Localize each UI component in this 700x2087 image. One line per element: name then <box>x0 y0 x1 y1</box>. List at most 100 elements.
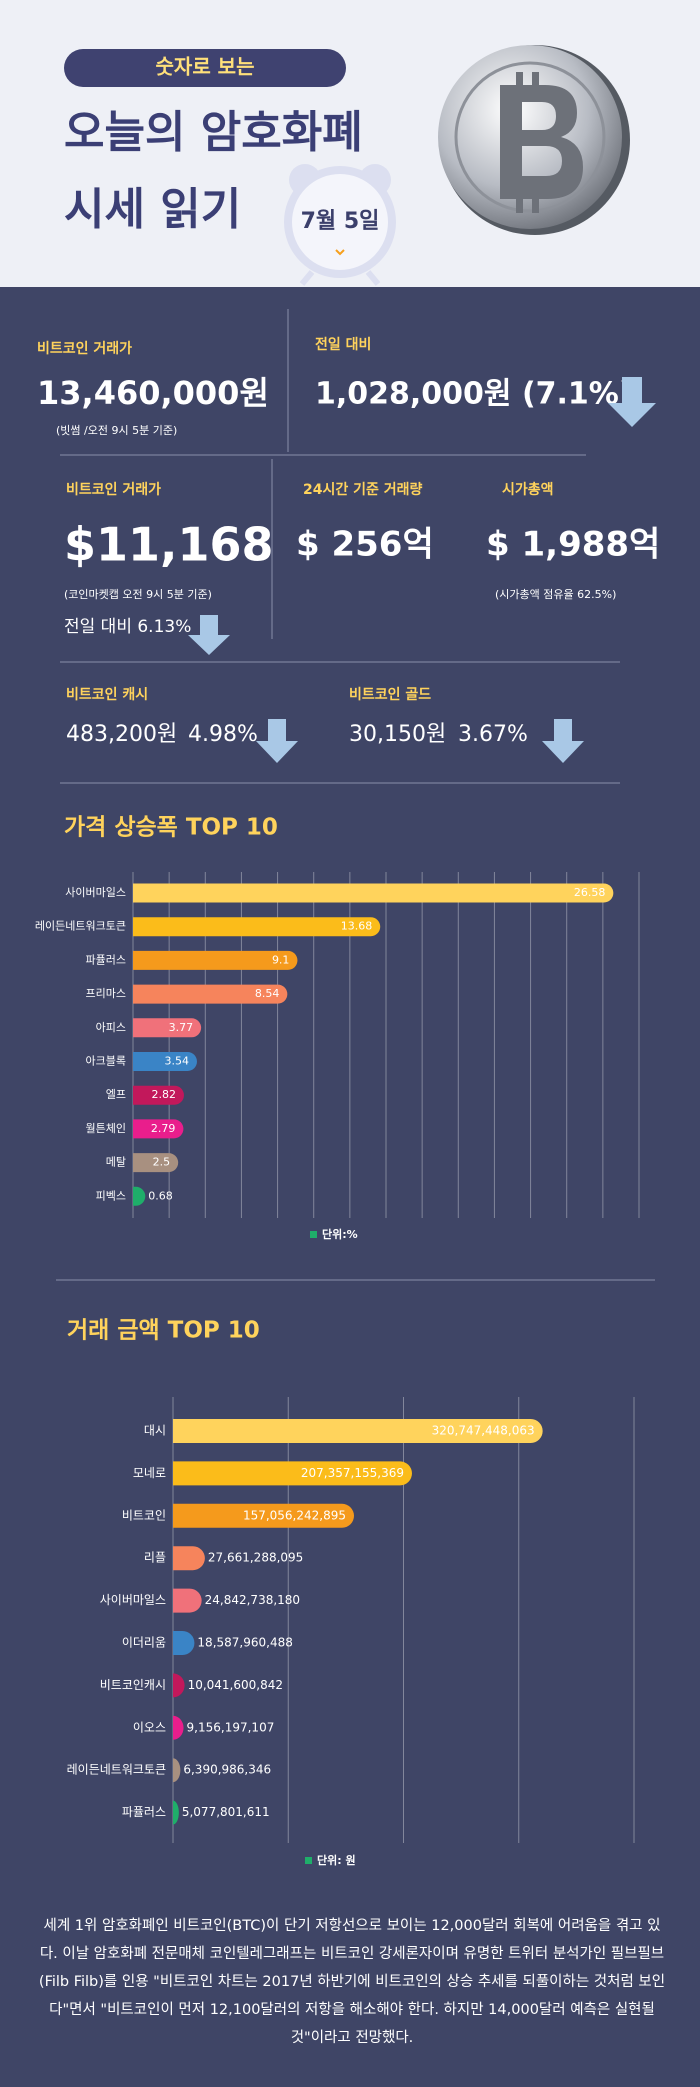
stat-label: 시가총액 <box>502 481 554 498</box>
bar <box>133 1052 197 1071</box>
category-label: 피벡스 <box>96 1189 126 1202</box>
article: 세계 1위 암호화폐인 비트코인(BTC)이 단기 저항선으로 보이는 12,0… <box>38 1918 666 2046</box>
stat-label: 전일 대비 <box>315 336 371 353</box>
stat-value: 1,028,000원 (7.1%) <box>315 377 633 412</box>
bar <box>173 1673 185 1698</box>
value-label: 27,661,288,095 <box>208 1551 303 1565</box>
stat-value: 483,200원 <box>66 722 177 747</box>
bar <box>133 1018 202 1038</box>
category-label: 파퓰러스 <box>86 953 126 966</box>
category-label: 아피스 <box>96 1021 126 1034</box>
category-label: 모네로 <box>133 1466 166 1480</box>
value-label: 3.77 <box>169 1021 194 1034</box>
value-label: 18,587,960,488 <box>197 1636 292 1650</box>
category-label: 메탈 <box>106 1156 126 1169</box>
stat-value: 30,150원 <box>349 722 446 747</box>
bar <box>173 1800 179 1825</box>
bar <box>133 950 298 970</box>
bar <box>173 1631 195 1655</box>
legend-swatch <box>305 1857 312 1864</box>
bar <box>133 883 614 903</box>
stat-value: $ 256억 <box>296 525 434 565</box>
panel-bg <box>0 287 700 2087</box>
coin <box>438 45 630 235</box>
value-label: 26.58 <box>574 886 606 899</box>
stat-change: 전일 대비 6.13% <box>64 617 191 637</box>
value-label: 9.1 <box>272 953 290 966</box>
value-label: 157,056,242,895 <box>243 1508 346 1522</box>
category-label: 프리마스 <box>86 987 126 1000</box>
bar <box>133 984 288 1004</box>
legend: 단위:% <box>322 1227 358 1241</box>
stat-label: 비트코인 캐시 <box>66 686 148 703</box>
stat-value: 13,460,000원 <box>37 374 269 412</box>
stat-change: 4.98% <box>188 722 258 747</box>
value-label: 2.82 <box>151 1088 176 1101</box>
value-label: 8.54 <box>255 987 280 1000</box>
value-label: 0.68 <box>148 1189 173 1202</box>
tag: 숫자로 보는 <box>156 55 255 79</box>
value-label: 10,041,600,842 <box>188 1678 283 1692</box>
stat-value: $11,168 <box>64 518 274 572</box>
bar <box>133 917 381 937</box>
stat-change: 3.67% <box>458 722 528 747</box>
bar <box>133 1153 179 1173</box>
category-label: 이더리움 <box>122 1636 166 1650</box>
stat-note: (코인마켓캡 오전 9시 5분 기준) <box>64 588 212 601</box>
stat-label: 24시간 기준 거래량 <box>303 481 423 498</box>
bar <box>133 1186 146 1206</box>
category-label: 레이든네트워크토큰 <box>67 1763 166 1777</box>
stat-label: 비트코인 거래가 <box>66 481 161 498</box>
bar <box>173 1546 205 1571</box>
bar <box>173 1588 202 1613</box>
bar <box>173 1715 184 1740</box>
category-label: 사이버마일스 <box>100 1593 166 1607</box>
bar <box>173 1419 543 1443</box>
title-line: 오늘의 암호화폐 <box>64 107 363 158</box>
down-arrow <box>542 719 584 763</box>
category-label: 비트코인 <box>122 1508 166 1522</box>
title-line: 시세 읽기 <box>64 184 241 235</box>
category-label: 비트코인캐시 <box>100 1678 166 1692</box>
value-label: 207,357,155,369 <box>301 1466 404 1480</box>
value-label: 5,077,801,611 <box>182 1805 270 1819</box>
value-label: 9,156,197,107 <box>187 1720 275 1734</box>
category-label: 이오스 <box>133 1720 166 1734</box>
clock <box>284 164 396 286</box>
stat-note: (빗썸 /오전 9시 5분 기준) <box>56 424 177 437</box>
value-label: 3.54 <box>164 1055 189 1068</box>
stat-label: 비트코인 골드 <box>349 686 431 703</box>
bar <box>133 1119 184 1139</box>
category-label: 엘프 <box>106 1088 126 1101</box>
date: 7월 5일 <box>301 209 380 234</box>
down-arrow <box>256 719 298 763</box>
down-arrow <box>608 377 656 427</box>
category-label: 리플 <box>144 1551 166 1565</box>
stat-label: 비트코인 거래가 <box>37 340 132 357</box>
value-label: 6,390,986,346 <box>183 1763 271 1777</box>
legend-swatch <box>310 1231 317 1238</box>
value-label: 24,842,738,180 <box>205 1593 300 1607</box>
bar <box>173 1461 412 1486</box>
tag-pill <box>64 49 346 87</box>
stat-value: $ 1,988억 <box>486 525 660 565</box>
bar <box>173 1503 355 1528</box>
value-label: 2.5 <box>153 1156 171 1169</box>
value-label: 13.68 <box>341 920 373 933</box>
bar <box>133 1085 184 1105</box>
legend: 단위: 원 <box>317 1853 356 1867</box>
chart-title: 가격 상승폭 TOP 10 <box>64 815 278 841</box>
stat-note: (시가총액 점유율 62.5%) <box>495 588 616 601</box>
category-label: 파퓰러스 <box>122 1805 166 1819</box>
value-label: 2.79 <box>151 1122 176 1135</box>
down-arrow <box>188 615 230 655</box>
chart-title: 거래 금액 TOP 10 <box>67 1318 260 1344</box>
category-label: 레이든네트워크토큰 <box>35 920 126 933</box>
category-label: 사이버마일스 <box>65 885 126 899</box>
value-label: 320,747,448,063 <box>432 1424 535 1438</box>
category-label: 아크블록 <box>86 1055 126 1068</box>
bar <box>173 1758 181 1783</box>
category-label: 대시 <box>144 1424 166 1438</box>
